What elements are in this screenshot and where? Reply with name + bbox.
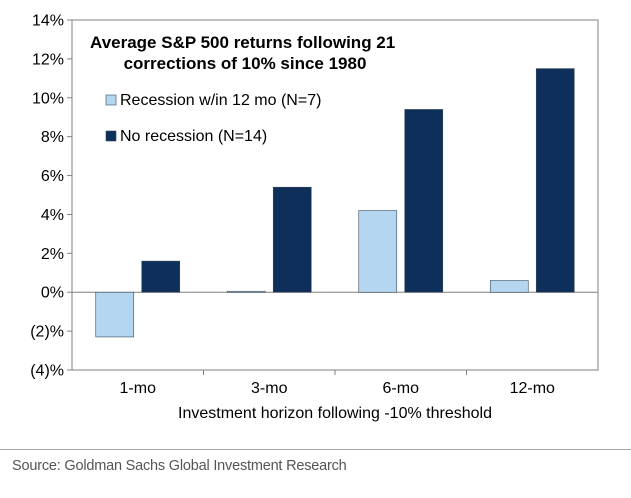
y-axis: 14% 12% 10% 8% 6% 4% 2% 0% (2)% (4)% bbox=[30, 13, 72, 380]
bar-no-3-mo bbox=[272, 186, 312, 293]
chart-title-line-2: corrections of 10% since 1980 bbox=[124, 54, 367, 73]
legend: Recession w/in 12 mo (N=7) No recession (… bbox=[105, 92, 321, 145]
x-tick-label: 12-mo bbox=[510, 380, 555, 397]
y-tick-label: (4)% bbox=[30, 363, 64, 380]
y-tick-label: 12% bbox=[32, 51, 64, 68]
chart: 14% 12% 10% 8% 6% 4% 2% 0% (2)% (4)% 1-mo 3-mo 6-mo… bbox=[30, 13, 599, 422]
legend-label: No recession (N=14) bbox=[120, 128, 267, 145]
y-tick-label: 8% bbox=[41, 129, 64, 146]
y-tick-label: 2% bbox=[41, 246, 64, 263]
bar-recession-1-mo bbox=[95, 291, 135, 338]
y-tick-label: 4% bbox=[41, 207, 64, 224]
footer-divider bbox=[0, 449, 631, 450]
bar-no-1-mo bbox=[141, 260, 181, 293]
legend-swatch bbox=[105, 130, 117, 142]
bars bbox=[95, 68, 575, 338]
bar-recession-6-mo bbox=[358, 210, 398, 293]
source-note: Source: Goldman Sachs Global Investment … bbox=[12, 458, 347, 474]
chart-title-line-1: Average S&P 500 returns following 21 bbox=[90, 33, 395, 52]
x-tick-label: 6-mo bbox=[383, 380, 420, 397]
y-tick-label: 0% bbox=[41, 285, 64, 302]
bar-recession-3-mo bbox=[226, 290, 266, 293]
bar-recession-12-mo bbox=[489, 280, 529, 293]
y-tick-label: 14% bbox=[32, 13, 64, 30]
legend-label: Recession w/in 12 mo (N=7) bbox=[120, 92, 321, 109]
y-tick-label: 6% bbox=[41, 168, 64, 185]
x-tick-label: 3-mo bbox=[251, 380, 288, 397]
x-tick-label: 1-mo bbox=[120, 380, 157, 397]
bar-no-6-mo bbox=[404, 109, 444, 293]
chart-title: Average S&P 500 returns following 21 cor… bbox=[90, 33, 400, 73]
y-tick-label: 10% bbox=[32, 90, 64, 107]
x-axis: 1-mo 3-mo 6-mo 12-mo bbox=[120, 370, 555, 397]
legend-swatch bbox=[105, 94, 117, 106]
y-tick-label: (2)% bbox=[30, 324, 64, 341]
bar-no-12-mo bbox=[535, 68, 575, 293]
x-axis-label: Investment horizon following -10% thresh… bbox=[178, 405, 492, 422]
